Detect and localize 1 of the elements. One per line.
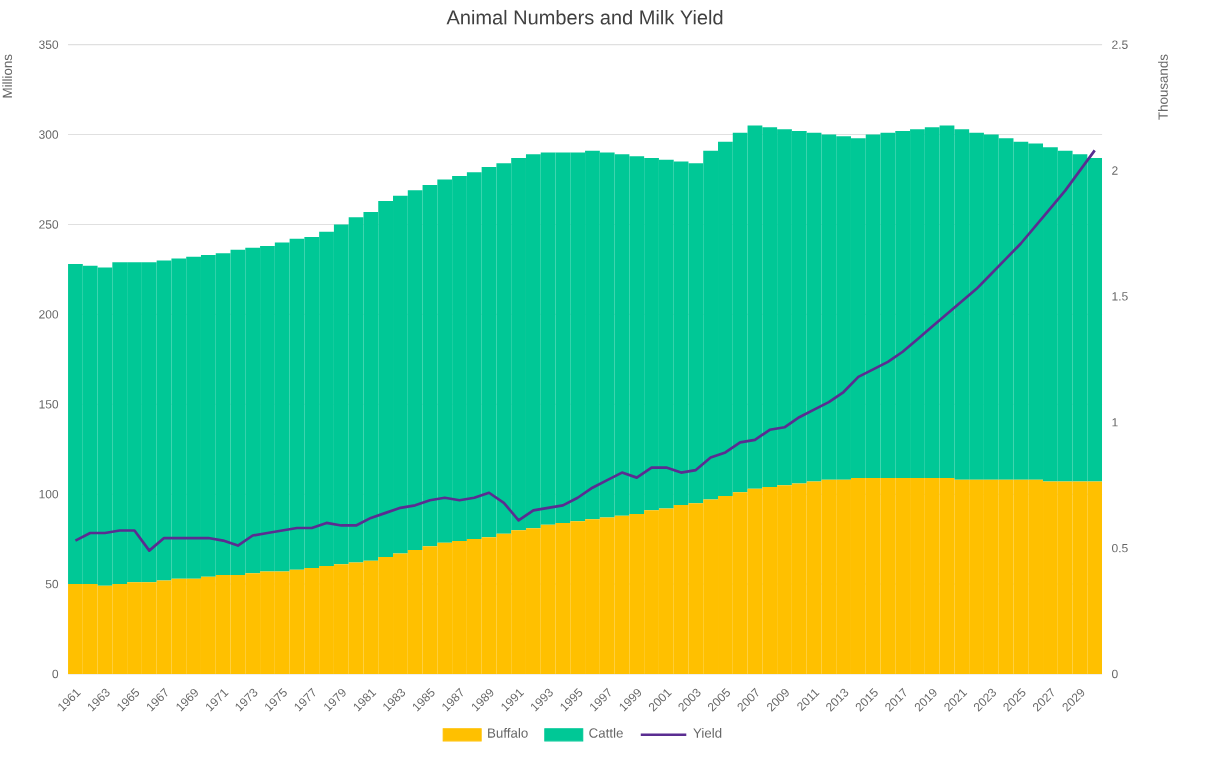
chart-title: Animal Numbers and Milk Yield (446, 9, 723, 25)
